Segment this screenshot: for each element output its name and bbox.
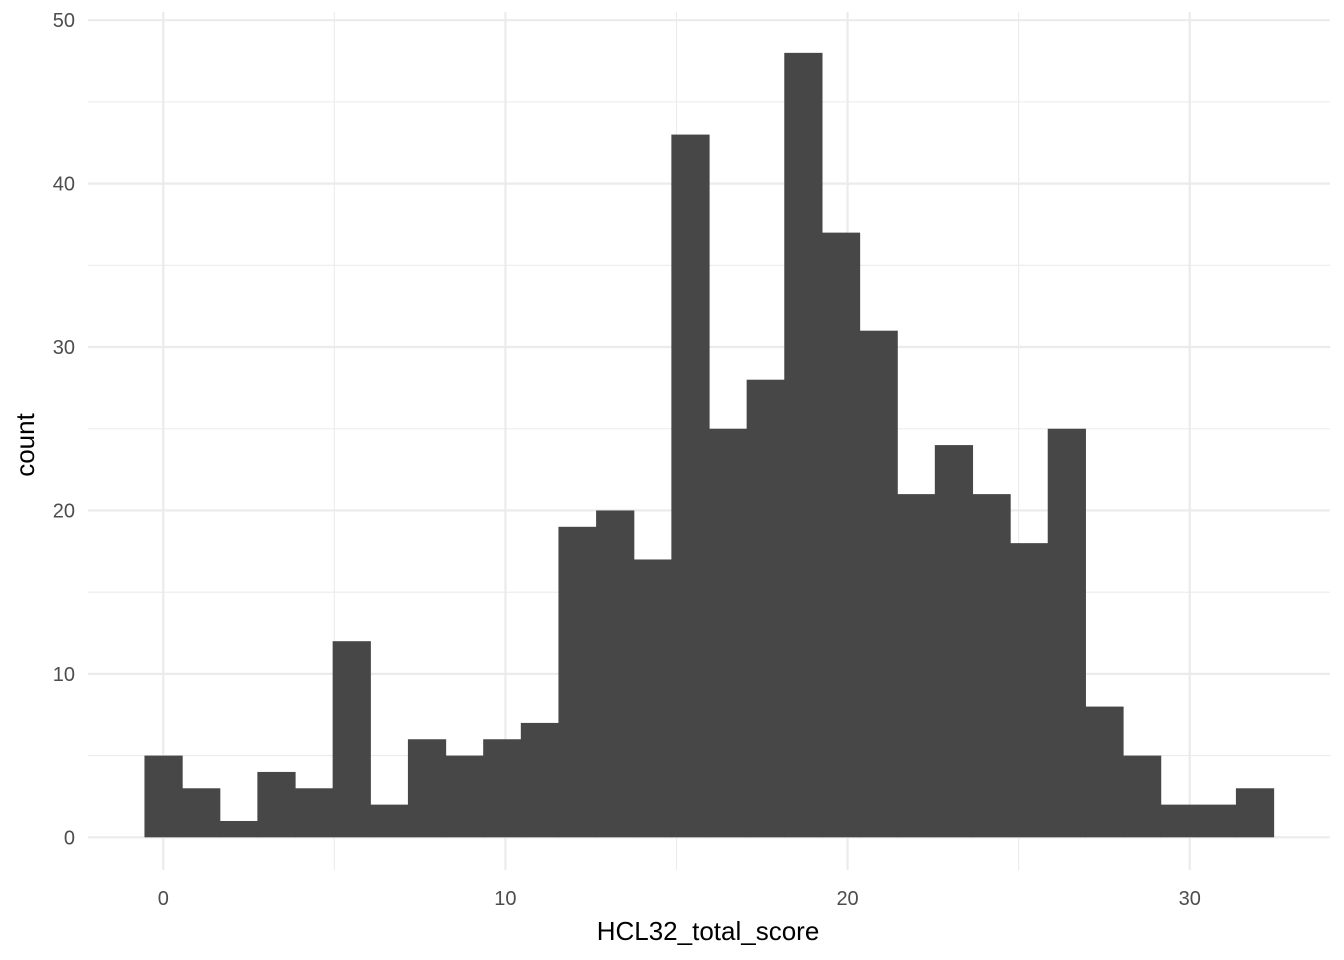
- histogram-bar: [934, 445, 974, 838]
- histogram-bar: [746, 379, 785, 838]
- x-tick-label: 30: [1179, 888, 1201, 910]
- histogram-bar: [1085, 706, 1124, 838]
- histogram-bar: [219, 820, 258, 838]
- y-tick-label: 10: [53, 664, 75, 686]
- y-axis-title: count: [10, 412, 40, 476]
- histogram-bar: [859, 330, 898, 838]
- histogram-bar: [558, 526, 597, 838]
- histogram-bar: [295, 788, 334, 838]
- histogram-bar: [1047, 428, 1086, 838]
- histogram-bar: [1198, 804, 1237, 838]
- histogram-bar: [633, 559, 672, 838]
- histogram-bar: [257, 771, 296, 838]
- y-tick-label: 30: [53, 337, 75, 359]
- y-tick-label: 40: [53, 174, 75, 196]
- histogram-bar: [972, 494, 1011, 838]
- histogram-bar: [1123, 755, 1162, 838]
- histogram-bar: [709, 428, 748, 838]
- x-tick-label: 20: [836, 888, 858, 910]
- x-tick-label: 10: [494, 888, 516, 910]
- histogram-bar: [370, 804, 409, 838]
- y-tick-label: 50: [53, 10, 75, 32]
- histogram-bar: [821, 232, 861, 838]
- y-tick-label: 0: [64, 827, 75, 849]
- histogram-bar: [483, 739, 522, 838]
- histogram-bars: [144, 52, 1275, 838]
- x-axis-tick-labels: 0 10 20 30: [158, 888, 1201, 910]
- histogram-bar: [332, 641, 371, 838]
- y-tick-label: 20: [53, 500, 75, 522]
- histogram-bar: [784, 52, 823, 838]
- histogram-bar: [407, 739, 447, 838]
- x-axis-title: HCL32_total_score: [597, 916, 820, 946]
- histogram-bar: [1160, 804, 1199, 838]
- histogram-bar: [144, 755, 183, 838]
- histogram-bar: [897, 494, 936, 838]
- y-axis-tick-labels: 0 10 20 30 40 50: [53, 10, 75, 849]
- histogram-bar: [1235, 788, 1275, 838]
- histogram-bar: [1010, 543, 1049, 838]
- histogram-bar: [445, 755, 484, 838]
- histogram-bar: [596, 510, 635, 838]
- x-tick-label: 0: [158, 888, 169, 910]
- histogram-bar: [671, 134, 710, 838]
- histogram-bar: [182, 788, 221, 838]
- histogram-bar: [520, 722, 560, 838]
